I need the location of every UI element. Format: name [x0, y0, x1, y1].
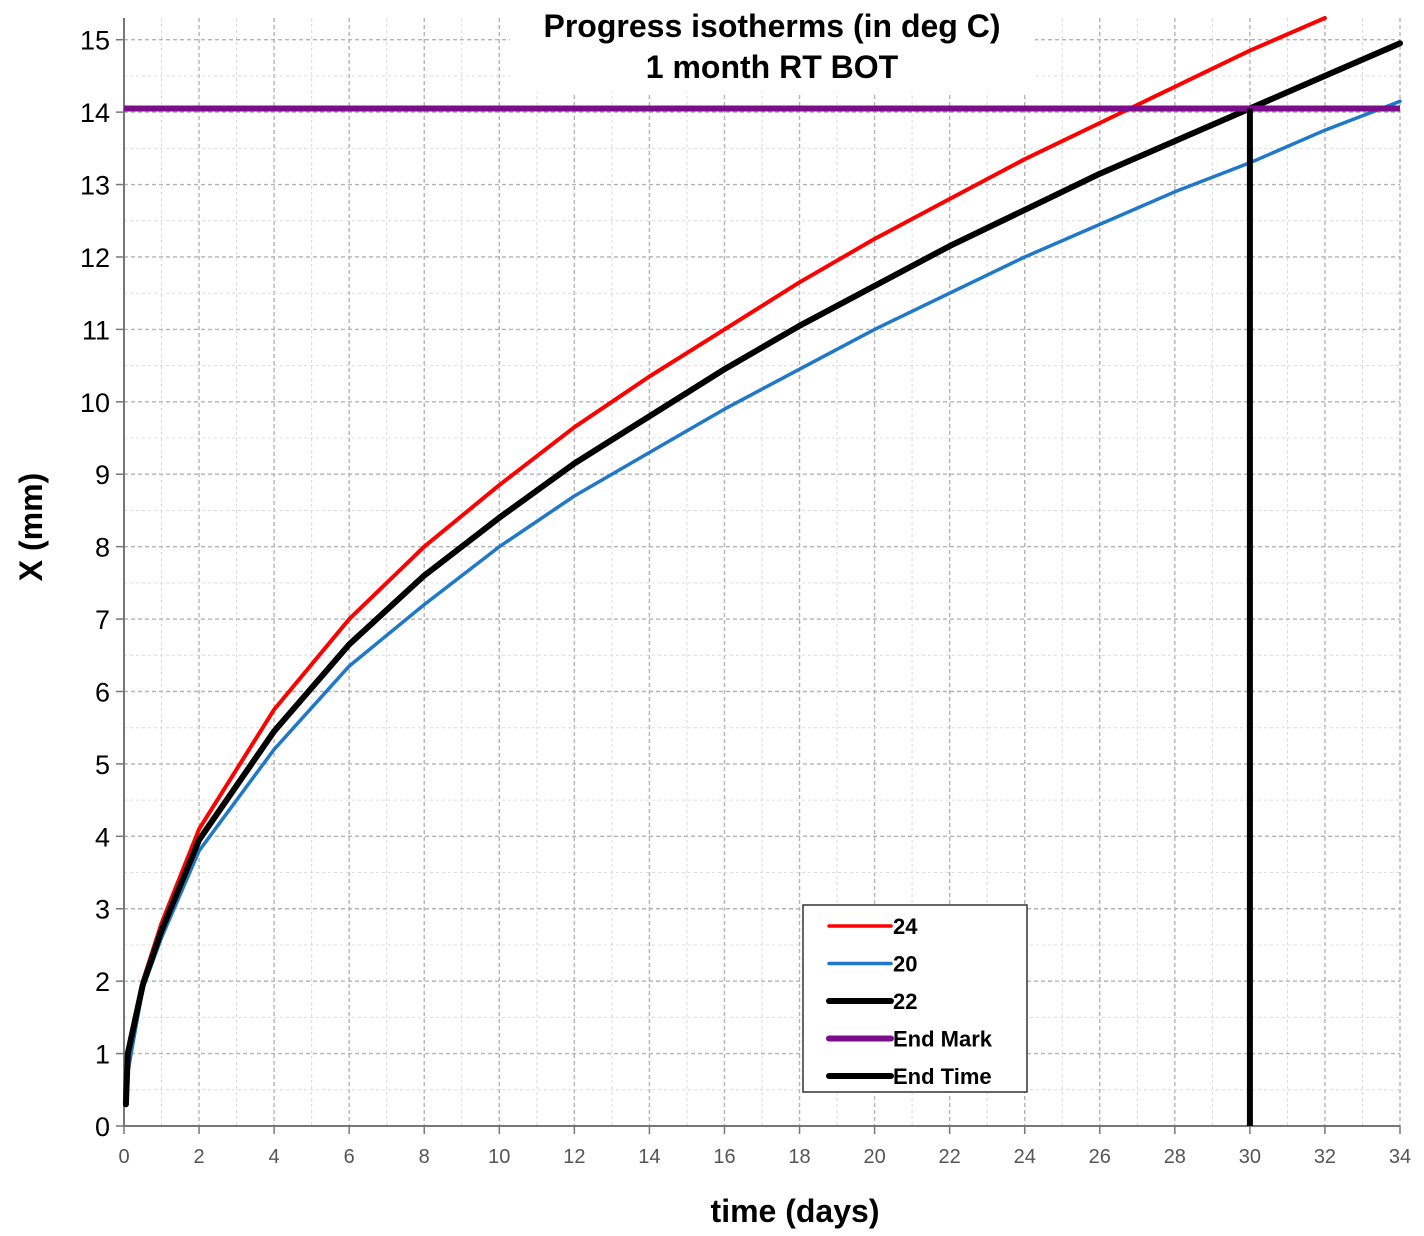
series-line-22: [122, 40, 1403, 1108]
x-tick-label: 24: [1014, 1146, 1036, 1168]
y-tick-label: 11: [82, 315, 110, 345]
x-tick-label: 32: [1314, 1146, 1336, 1168]
y-tick-label: 6: [95, 677, 110, 707]
x-tick-label: 28: [1164, 1146, 1186, 1168]
x-tick-label: 6: [344, 1146, 355, 1168]
x-tick-label: 26: [1089, 1146, 1111, 1168]
x-tick-label: 8: [419, 1146, 430, 1168]
y-tick-label: 9: [95, 460, 110, 490]
y-tick-label: 3: [95, 895, 110, 925]
x-tick-label: 4: [269, 1146, 280, 1168]
y-tick-label: 8: [95, 533, 110, 563]
legend-label: End Mark: [893, 1027, 993, 1052]
x-tick-label: 22: [939, 1146, 961, 1168]
y-tick-label: 14: [80, 98, 110, 128]
y-tick-label: 4: [95, 822, 110, 852]
series-line-20: [124, 99, 1402, 1085]
chart-subtitle: 1 month RT BOT: [646, 49, 899, 85]
x-tick-label: 18: [788, 1146, 810, 1168]
x-tick-label: 10: [488, 1146, 510, 1168]
series-layer: [122, 16, 1403, 1126]
y-axis-label: X (mm): [13, 473, 49, 581]
y-tick-label: 7: [95, 605, 110, 635]
x-tick-label: 14: [638, 1146, 660, 1168]
chart-title: Progress isotherms (in deg C): [544, 8, 1001, 44]
legend-label: End Time: [893, 1064, 992, 1089]
y-tick-label: 15: [80, 26, 110, 56]
x-tick-label: 30: [1239, 1146, 1261, 1168]
x-tick-label: 16: [713, 1146, 735, 1168]
x-axis-label: time (days): [711, 1193, 880, 1229]
y-tick-label: 2: [95, 967, 110, 997]
legend-label: 24: [893, 914, 918, 939]
series-line-24: [123, 16, 1327, 1085]
x-tick-label: 0: [118, 1146, 129, 1168]
y-tick-label: 0: [95, 1112, 110, 1142]
x-tick-label: 2: [193, 1146, 204, 1168]
y-tick-label: 13: [80, 171, 110, 201]
y-tick-label: 1: [95, 1040, 110, 1070]
y-tick-label: 10: [80, 388, 110, 418]
legend: 24 20 22 End Mark End Time: [802, 904, 1028, 1093]
y-tick-label: 12: [80, 243, 110, 273]
grid: [124, 18, 1401, 1126]
x-tick-label: 12: [563, 1146, 585, 1168]
y-tick-label: 5: [95, 750, 110, 780]
x-tick-label: 20: [863, 1146, 885, 1168]
legend-label: 22: [893, 989, 917, 1014]
x-tick-label: 34: [1389, 1146, 1411, 1168]
legend-label: 20: [893, 952, 917, 977]
axes: [123, 18, 1400, 1127]
title-background: [510, 4, 1035, 92]
